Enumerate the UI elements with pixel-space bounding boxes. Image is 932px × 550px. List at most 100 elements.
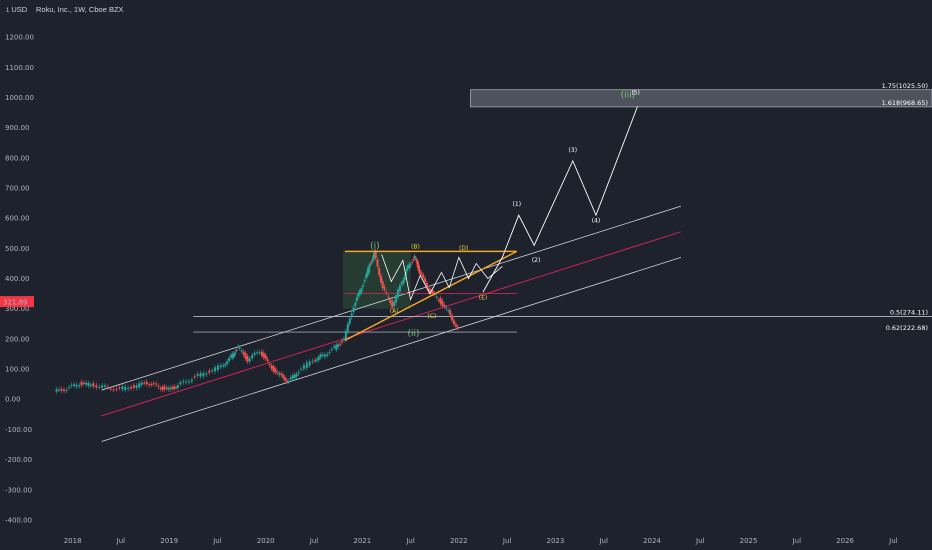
candle-body [427, 288, 430, 293]
candle-body [414, 258, 417, 260]
candle-body [305, 362, 308, 369]
candle-body [224, 364, 227, 366]
y-tick-label: -300.00 [5, 486, 32, 494]
candle-body [445, 307, 448, 309]
candle-body [118, 387, 121, 389]
candle-body [205, 373, 208, 375]
candle-body [256, 352, 259, 354]
candle-body [372, 255, 375, 260]
y-tick-label: 900.00 [5, 124, 30, 132]
plot-area[interactable] [55, 89, 932, 442]
x-tick-label: Jul [888, 537, 898, 545]
candle-body [451, 315, 454, 321]
candle-body [287, 381, 290, 383]
fib-level-label: 1.75(1025.50) [882, 82, 928, 90]
candle-body [348, 318, 351, 325]
wave-label: (4) [592, 218, 601, 225]
candle-body [333, 346, 336, 348]
candle-body [357, 293, 360, 297]
wave-label: (1) [513, 201, 522, 208]
candle-body [165, 387, 168, 389]
candle-body [441, 300, 444, 306]
wave-label: (C) [427, 313, 436, 320]
x-tick-label: Jul [212, 537, 222, 545]
candle-body [82, 382, 85, 385]
candle-body [58, 389, 61, 391]
candle-body [370, 262, 373, 264]
candle-body [150, 384, 153, 386]
candle-body [413, 255, 416, 259]
candle-body [152, 383, 155, 385]
fib-level-label: 0.62(222.68) [886, 324, 928, 332]
x-tick-label: 2023 [547, 537, 565, 545]
candle-body [65, 389, 68, 391]
projection-wave-path [482, 106, 638, 293]
candle-body [103, 385, 106, 387]
candle-body [219, 365, 222, 368]
candle-body [291, 375, 294, 379]
candle-body [176, 385, 179, 388]
candle-body [293, 374, 296, 378]
candle-body [328, 352, 331, 354]
candle-body [127, 387, 130, 390]
currency-label: 1 USD [6, 5, 28, 14]
candle-body [295, 374, 298, 377]
candle-body [397, 289, 400, 298]
candle-body [161, 386, 164, 390]
candle-body [85, 382, 88, 385]
candle-body [362, 285, 365, 287]
candle-body [321, 354, 324, 356]
candle-body [418, 269, 421, 274]
candle-body [337, 344, 340, 348]
y-tick-label: -200.00 [5, 456, 32, 464]
symbol-title[interactable]: Roku, Inc., 1W, Cboe BZX [36, 5, 124, 14]
candle-body [339, 343, 342, 345]
candle-body [238, 347, 241, 349]
candle-body [78, 385, 81, 387]
candle-body [232, 353, 235, 357]
x-tick-label: 2024 [643, 537, 661, 545]
channel-lower-line [101, 257, 682, 442]
candle-body [202, 373, 205, 377]
candle-body [101, 385, 104, 388]
candle-body [383, 286, 386, 290]
candle-body [407, 264, 410, 268]
x-tick-label: 2019 [160, 537, 178, 545]
candle-body [272, 366, 275, 372]
candle-body [130, 386, 133, 389]
x-tick-label: Jul [116, 537, 126, 545]
candle-body [346, 323, 349, 333]
y-tick-label: 400.00 [5, 275, 30, 283]
candle-body [453, 320, 456, 325]
candle-body [285, 380, 288, 382]
candle-body [95, 385, 98, 388]
wave-label: (ii) [407, 329, 419, 339]
candle-body [258, 352, 261, 354]
candle-body [280, 373, 283, 375]
candle-body [266, 359, 269, 362]
candle-body [190, 379, 193, 382]
candle-body [425, 283, 428, 288]
y-tick-label: 1200.00 [5, 34, 34, 42]
candle-body [447, 310, 450, 312]
candle-body [368, 265, 371, 273]
candle-body [387, 296, 390, 298]
y-tick-label: 600.00 [5, 215, 30, 223]
candle-body [132, 385, 135, 388]
wave-label: (i) [370, 241, 380, 251]
candle-body [112, 389, 115, 391]
candle-body [264, 355, 267, 359]
candle-body [148, 384, 151, 386]
candle-body [409, 264, 412, 266]
candle-body [235, 349, 238, 351]
x-tick-label: Jul [792, 537, 802, 545]
candle-body [373, 251, 376, 258]
last-price-value: 321.89 [3, 299, 28, 307]
candle-body [454, 324, 457, 327]
candle-body [405, 267, 408, 272]
candle-body [248, 358, 251, 362]
candle-body [270, 365, 273, 369]
candle-body [185, 381, 188, 383]
wave-label: (3) [569, 147, 578, 154]
